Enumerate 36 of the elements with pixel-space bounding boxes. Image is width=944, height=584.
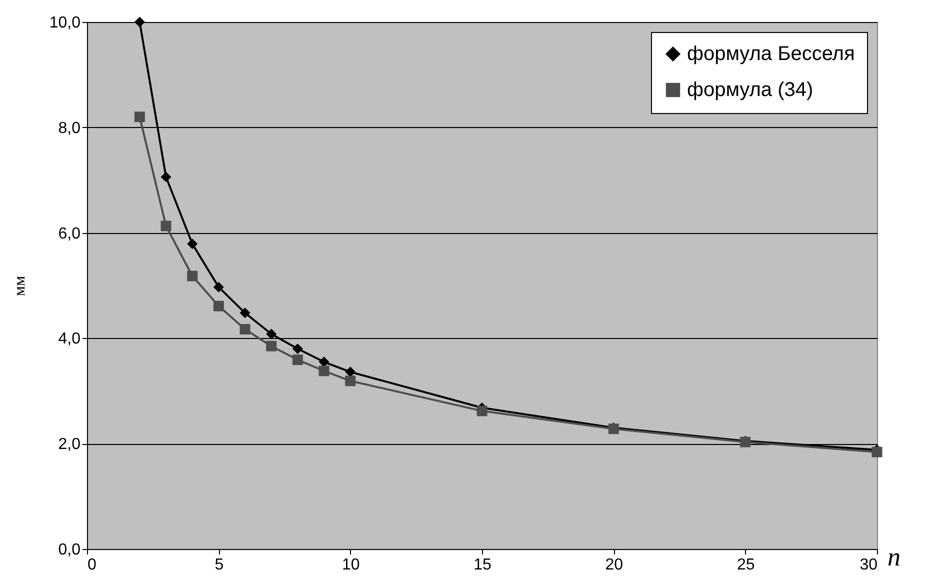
point [345, 366, 356, 378]
point [476, 406, 488, 416]
point [266, 340, 277, 352]
y-axis-title: мм [11, 276, 28, 296]
point [160, 172, 172, 182]
x-tick-label: 15 [474, 556, 492, 574]
x-tick-label: 25 [736, 556, 755, 574]
legend-label: формула (34) [687, 79, 814, 101]
point [292, 354, 303, 366]
point [240, 308, 250, 318]
y-tick-label: 8,0 [58, 120, 81, 137]
x-axis-title: n [888, 542, 900, 572]
x-tick-label: 5 [214, 556, 224, 574]
point [318, 356, 330, 368]
x-tick-label: 10 [342, 556, 360, 574]
y-tick-label: 0,0 [58, 542, 81, 558]
point [187, 270, 198, 282]
legend-label: формула Бесселя [687, 43, 855, 65]
point [134, 16, 145, 28]
x-tick-label: 0 [88, 556, 96, 574]
point [240, 324, 250, 334]
y-tick-label: 4,0 [58, 330, 81, 348]
point [213, 282, 224, 292]
point [134, 112, 145, 122]
point [213, 300, 224, 312]
point [318, 366, 330, 376]
point [187, 238, 198, 250]
x-tick-label: 30 [860, 556, 878, 574]
y-tick-label: 2,0 [58, 436, 81, 454]
x-tick-label: 20 [605, 556, 624, 574]
point [345, 376, 356, 386]
point [266, 328, 277, 340]
y-tick-label: 6,0 [58, 225, 81, 242]
point [160, 220, 172, 232]
y-tick-label: 10,0 [49, 14, 81, 32]
point [292, 343, 303, 354]
